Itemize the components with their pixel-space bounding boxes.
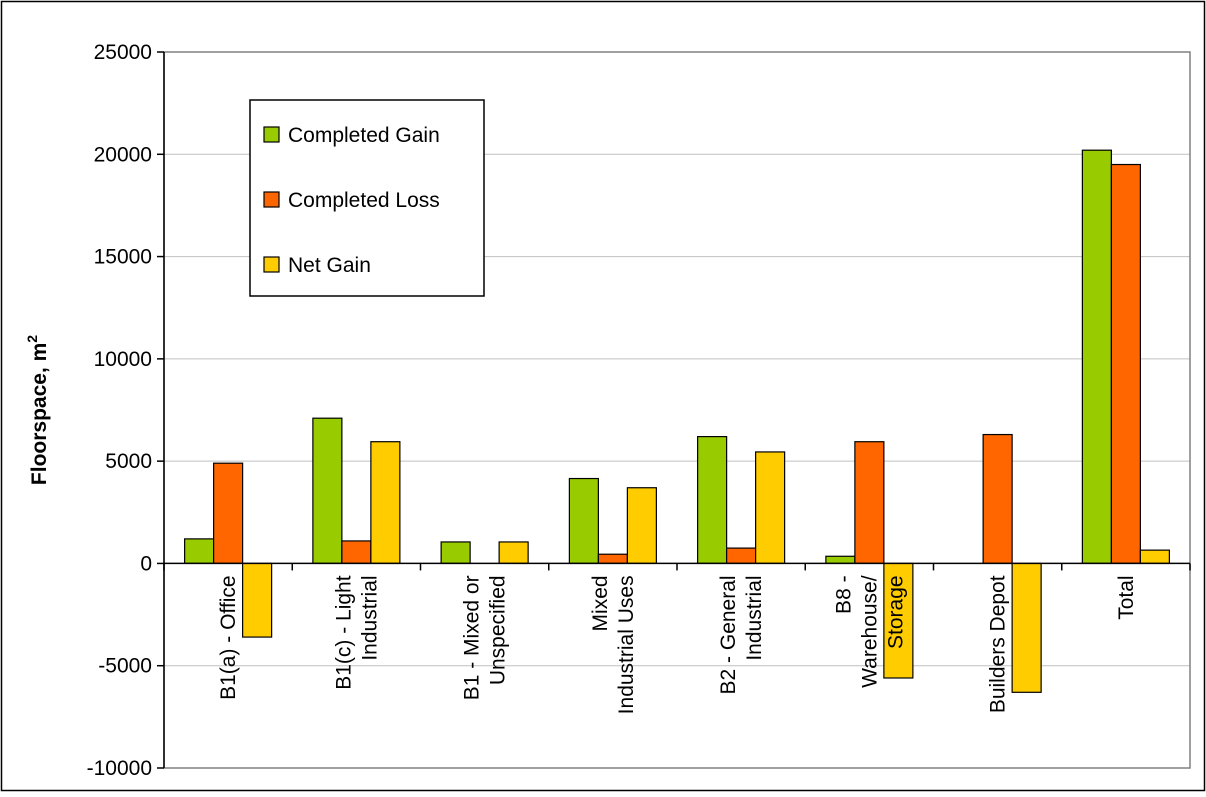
x-category-label: B8 - Warehouse/Storage (832, 575, 907, 688)
bar-completed-loss (1110, 163, 1141, 565)
legend-swatch (263, 126, 280, 143)
x-category-label-line: Industrial (743, 575, 766, 660)
y-tick-label: 0 (140, 552, 152, 575)
x-category-label: B1 - Mixed or Unspecified (461, 575, 510, 700)
bar-completed-loss (726, 547, 757, 565)
bar-completed-gain (1081, 149, 1112, 565)
bar-net-gain (1139, 549, 1170, 565)
bar-completed-gain (440, 541, 471, 565)
x-category-label-line: Storage (884, 575, 907, 649)
bar-completed-loss (982, 433, 1013, 565)
legend-label: Completed Loss (288, 189, 440, 212)
bar-completed-gain (312, 417, 343, 565)
x-category-label: B2 - General Industrial (717, 575, 766, 694)
y-tick-label: -5000 (98, 655, 152, 678)
bar-completed-gain (184, 538, 215, 565)
x-category-label-line: B1(c) - Light (332, 575, 355, 690)
x-category-label: Total (1115, 575, 1138, 619)
legend-swatch (263, 256, 280, 273)
x-category-label-line: Industrial Uses (615, 575, 638, 714)
bar-net-gain (1011, 562, 1042, 693)
x-category-label-line: Warehouse/ (858, 575, 881, 688)
x-category-label: Builders Depot (987, 575, 1010, 713)
y-tick-label: 5000 (105, 450, 152, 473)
x-category-label-line: B8 - (832, 575, 855, 614)
x-category-label-line: B1(a) - Office (217, 575, 240, 699)
bar-completed-loss (854, 441, 885, 565)
bar-net-gain (883, 562, 914, 679)
bar-net-gain (370, 441, 401, 565)
y-axis-label-superscript: 2 (24, 335, 40, 343)
y-tick-label: 25000 (94, 41, 152, 64)
y-axis-label: Floorspace, m2 (24, 335, 51, 485)
y-axis-label-text: Floorspace, m (28, 343, 51, 485)
x-category-label-line: Mixed (589, 575, 612, 631)
legend-label: Completed Gain (288, 124, 440, 147)
bar-net-gain (755, 451, 786, 565)
bar-net-gain (498, 541, 529, 565)
x-category-label-line: B2 - General (717, 575, 740, 694)
legend-box (249, 99, 485, 297)
y-axis: 25000 20000 15000 10000 5000 0 -5000 -10000 (87, 41, 165, 780)
x-category-label-line: Total (1115, 575, 1138, 619)
y-tick-label: -10000 (87, 757, 152, 780)
bar-completed-gain (697, 435, 728, 565)
x-category-label-line: Industrial (358, 575, 381, 660)
y-tick-label: 20000 (94, 143, 152, 166)
legend-label: Net Gain (288, 254, 371, 277)
x-axis-categories: B1(a) - Office B1(c) - Light Industrial B1 … (163, 563, 1191, 714)
x-category-label-line: B1 - Mixed or (461, 575, 484, 700)
y-tick-label: 15000 (94, 246, 152, 269)
bar-completed-gain (825, 555, 856, 565)
x-category-label-line: Builders Depot (987, 575, 1010, 713)
x-category-label: B1(c) - Light Industrial (332, 575, 381, 690)
bar-completed-loss (213, 462, 244, 565)
bar-completed-loss (341, 540, 372, 565)
legend-swatch (263, 191, 280, 208)
bar-completed-gain (568, 477, 599, 565)
bar-net-gain (626, 487, 657, 565)
bar-completed-loss (597, 553, 628, 565)
y-tick-label: 10000 (94, 348, 152, 371)
bars (184, 149, 1170, 693)
x-category-label: B1(a) - Office (217, 575, 240, 699)
x-category-label-line: Unspecified (487, 575, 510, 685)
legend: Completed Gain Completed Loss Net Gain (249, 99, 485, 297)
bar-net-gain (242, 562, 273, 638)
x-category-label: Mixed Industrial Uses (589, 575, 638, 714)
